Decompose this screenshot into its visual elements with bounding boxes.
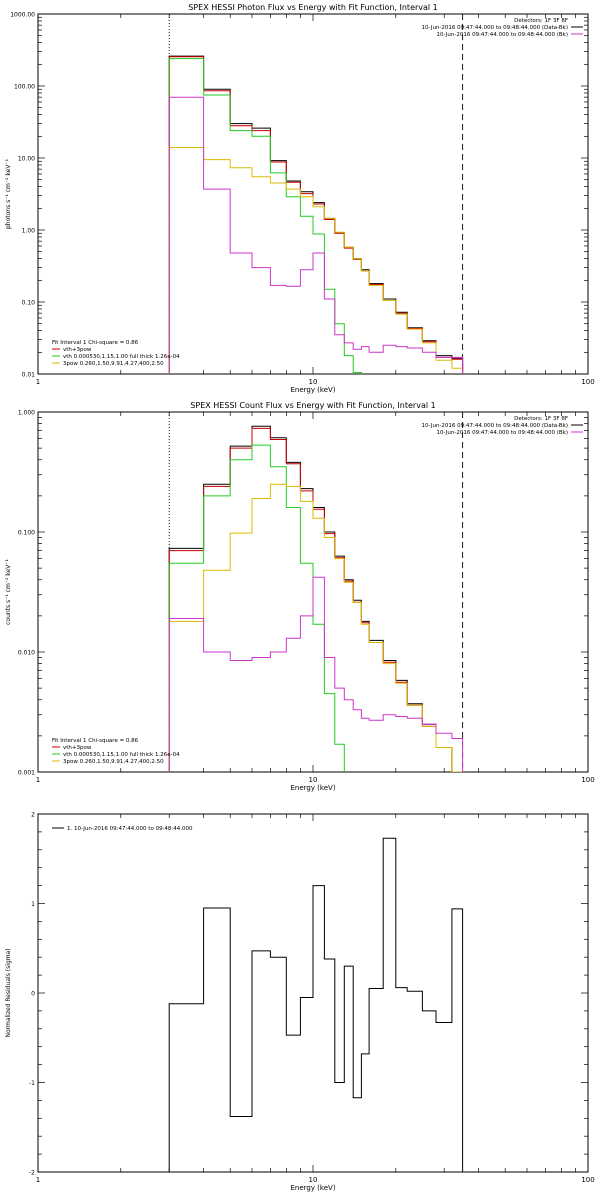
legend-bottom-text: 3pow 0.260,1.50,9.91,4.27,400,2.50 xyxy=(63,361,164,367)
legend-bottom-title: Fit Interval 1 Chi-square = 0.86 xyxy=(52,340,139,346)
y-tick-label: 2 xyxy=(31,812,35,819)
legend-bottom-text: vth 0.000530,1.15,1.00 full thick 1.26e-… xyxy=(63,752,180,758)
x-axis-label: Energy (keV) xyxy=(290,386,335,394)
chart-panel-3: Energy (keV) Normalized Residuals (sigma)… xyxy=(5,812,595,1193)
x-axis-label: Energy (keV) xyxy=(290,1184,335,1192)
legend-top-text: 10-Jun-2016 09:47:44.000 to 09:48:44.000… xyxy=(422,423,568,429)
x-tick-label: 100 xyxy=(581,378,594,386)
series-line xyxy=(168,576,464,772)
series-group xyxy=(168,55,464,374)
y-tick-label: 0.010 xyxy=(18,650,35,657)
series-line xyxy=(168,837,464,1172)
y-tick-label: 1000.00 xyxy=(10,12,35,19)
chart-title: SPEX HESSI Count Flux vs Energy with Fit… xyxy=(190,401,435,410)
legend-bottom-text: vth+3pow xyxy=(63,347,92,353)
chart-panel-1: SPEX HESSI Photon Flux vs Energy with Fi… xyxy=(5,3,595,394)
y-tick-label: 0 xyxy=(31,991,35,998)
legend-top-text: Detectors: 1F 3F 8F xyxy=(514,18,568,24)
legend-top-text: 10-Jun-2016 09:47:44.000 to 09:48:44.000… xyxy=(422,25,568,31)
y-tick-label: 1 xyxy=(31,901,35,908)
x-tick-label: 100 xyxy=(581,1176,594,1184)
series-line xyxy=(168,55,464,374)
x-tick-label: 10 xyxy=(309,378,318,386)
y-tick-label: -1 xyxy=(29,1080,35,1087)
x-tick-label: 1 xyxy=(36,776,40,784)
legend-bottom-text: vth+3pow xyxy=(63,745,92,751)
series-group xyxy=(168,425,473,772)
y-tick-label: 0.100 xyxy=(18,530,35,537)
series-line xyxy=(168,425,473,772)
y-tick-label: 0.001 xyxy=(18,770,35,777)
y-tick-label: 1.000 xyxy=(18,410,35,417)
x-tick-label: 1 xyxy=(36,378,40,386)
x-tick-label: 1 xyxy=(36,1176,40,1184)
series-line xyxy=(168,56,464,374)
series-line xyxy=(168,147,464,374)
series-group xyxy=(168,837,464,1172)
legend-bottom-title: Fit Interval 1 Chi-square = 0.86 xyxy=(52,738,139,744)
series-line xyxy=(168,96,464,374)
legend-text: 1. 10-Jun-2016 09:47:44.000 to 09:48:44.… xyxy=(67,826,193,832)
y-axis-label: counts s⁻¹ cm⁻² keV⁻¹ xyxy=(5,559,12,625)
x-axis-label: Energy (keV) xyxy=(290,784,335,792)
series-line xyxy=(168,444,354,772)
legend-top-text: 10-Jun-2016 09:47:44.000 to 09:48:44.000… xyxy=(436,430,568,436)
y-tick-label: 100.00 xyxy=(14,84,35,91)
legend-top-text: Detectors: 1F 3F 8F xyxy=(514,416,568,422)
x-tick-label: 10 xyxy=(309,1176,318,1184)
y-tick-label: 0.01 xyxy=(22,372,36,379)
y-tick-label: 0.10 xyxy=(22,300,36,307)
legend-top-text: 10-Jun-2016 09:47:44.000 to 09:48:44.000… xyxy=(436,32,568,38)
chart-panel-2: SPEX HESSI Count Flux vs Energy with Fit… xyxy=(5,401,595,792)
y-tick-label: -2 xyxy=(29,1170,35,1177)
y-tick-label: 10.00 xyxy=(18,156,35,163)
chart-title: SPEX HESSI Photon Flux vs Energy with Fi… xyxy=(188,3,438,12)
y-axis-label: Normalized Residuals (sigma) xyxy=(5,948,12,1037)
legend-bottom-text: 3pow 0.260,1.50,9.91,4.27,400,2.50 xyxy=(63,759,164,765)
x-tick-label: 10 xyxy=(309,776,318,784)
x-tick-label: 100 xyxy=(581,776,594,784)
y-axis-label: photons s⁻¹ cm⁻² keV⁻¹ xyxy=(5,158,12,229)
series-line xyxy=(168,483,473,772)
legend-bottom-text: vth 0.000530,1.15,1.00 full thick 1.26e-… xyxy=(63,354,180,360)
series-line xyxy=(168,58,362,374)
y-tick-label: 1.00 xyxy=(22,228,36,235)
